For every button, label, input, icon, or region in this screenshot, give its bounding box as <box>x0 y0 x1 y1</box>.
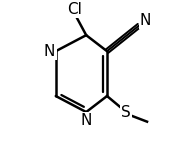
Text: Cl: Cl <box>68 2 82 17</box>
Text: N: N <box>140 13 151 28</box>
Text: N: N <box>44 44 55 59</box>
Text: N: N <box>80 113 92 128</box>
Text: S: S <box>121 105 131 120</box>
